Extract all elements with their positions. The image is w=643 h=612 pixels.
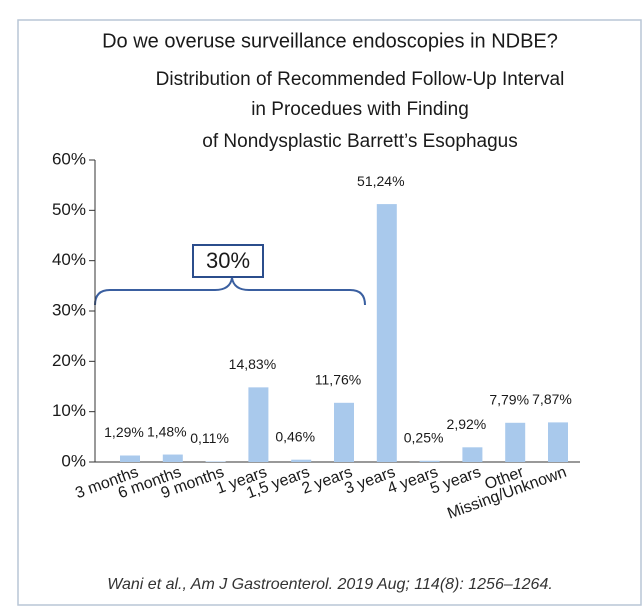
source: Wani et al., Am J Gastroenterol. 2019 Au… <box>107 576 553 593</box>
bar <box>162 454 183 462</box>
bar <box>205 461 226 462</box>
value-label: 0,46% <box>275 428 315 444</box>
y-tick-label: 20% <box>52 351 86 370</box>
bar <box>376 204 397 463</box>
y-tick-label: 50% <box>52 200 86 219</box>
value-label: 14,83% <box>229 356 276 372</box>
brace <box>94 277 366 306</box>
frame <box>17 19 642 606</box>
value-label: 2,92% <box>447 416 487 432</box>
y-tick-label: 60% <box>52 149 86 168</box>
value-label: 51,24% <box>357 173 404 189</box>
bar <box>419 460 440 462</box>
chart-title: in Procedues with Finding <box>251 99 469 120</box>
annotation-box <box>192 244 264 278</box>
value-label: 0,11% <box>190 430 229 446</box>
value-label: 1,29% <box>104 424 144 440</box>
value-label: 7,79% <box>489 391 529 407</box>
value-label: 7,87% <box>532 391 572 407</box>
y-tick-label: 10% <box>52 401 86 420</box>
chart-title: Distribution of Recommended Follow-Up In… <box>156 69 565 90</box>
annotation: 30% <box>206 248 250 273</box>
bar <box>462 447 483 462</box>
chart-title: of Nondysplastic Barrett’s Esophagus <box>202 131 517 152</box>
value-label: 11,76% <box>315 372 361 388</box>
bar <box>505 422 526 462</box>
question: Do we overuse surveillance endoscopies i… <box>102 30 558 52</box>
bar <box>548 422 568 462</box>
value-label: 0,25% <box>404 429 444 445</box>
y-tick-label: 40% <box>52 250 86 269</box>
bar <box>248 387 269 462</box>
bar <box>291 459 312 462</box>
y-tick-label: 0% <box>61 451 86 470</box>
value-label: 1,48% <box>147 423 187 439</box>
bar <box>334 402 354 462</box>
y-tick-label: 30% <box>52 300 86 319</box>
bar <box>120 455 140 462</box>
